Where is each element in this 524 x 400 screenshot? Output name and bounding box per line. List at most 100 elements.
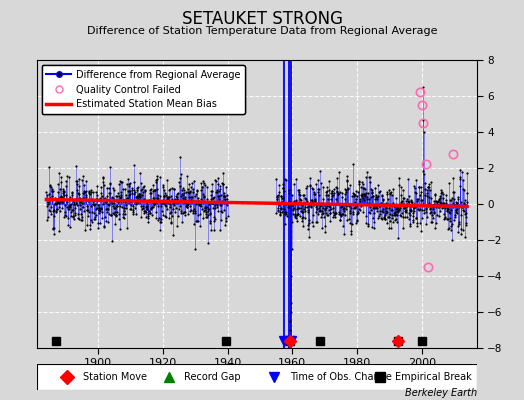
Point	[448, 237, 456, 243]
Point	[374, 182, 382, 188]
Point	[223, 202, 231, 208]
Point	[74, 211, 82, 217]
Point	[82, 188, 90, 194]
Text: Difference of Station Temperature Data from Regional Average: Difference of Station Temperature Data f…	[87, 26, 437, 36]
Point	[343, 216, 352, 223]
Point	[420, 171, 428, 178]
Point	[371, 185, 379, 192]
Point	[335, 208, 344, 215]
Point	[62, 212, 70, 219]
Point	[81, 194, 90, 201]
Point	[197, 196, 205, 202]
Point	[347, 205, 355, 211]
Point	[94, 224, 102, 231]
Point	[174, 190, 182, 196]
Point	[188, 179, 196, 186]
Point	[401, 207, 410, 214]
Point	[92, 195, 100, 202]
Point	[357, 191, 366, 198]
Point	[57, 194, 66, 200]
Point	[401, 204, 409, 210]
Point	[182, 204, 191, 210]
Point	[82, 178, 90, 184]
Point	[108, 210, 117, 216]
Point	[373, 205, 381, 212]
Point	[136, 193, 144, 199]
Point	[439, 199, 447, 206]
Point	[127, 197, 135, 204]
Point	[140, 183, 148, 190]
Point	[366, 178, 375, 185]
Point	[160, 190, 169, 197]
Point	[196, 202, 204, 208]
Point	[43, 195, 51, 201]
Point	[48, 188, 56, 194]
Point	[314, 186, 322, 193]
Point	[118, 179, 126, 186]
Point	[109, 195, 117, 202]
Point	[442, 208, 451, 214]
Point	[70, 216, 78, 222]
Point	[440, 216, 449, 222]
Point	[121, 199, 129, 206]
Point	[417, 228, 425, 234]
Point	[141, 214, 150, 220]
Point	[340, 208, 348, 214]
Point	[176, 203, 184, 210]
Point	[179, 192, 187, 198]
Point	[195, 211, 204, 217]
Point	[373, 196, 381, 202]
Point	[169, 231, 177, 238]
Point	[147, 190, 155, 196]
Point	[313, 202, 321, 208]
Point	[426, 206, 434, 212]
Point	[46, 208, 54, 214]
Point	[91, 216, 99, 222]
Point	[79, 204, 88, 210]
Point	[90, 216, 99, 222]
Point	[179, 190, 188, 196]
Point	[283, 200, 291, 207]
Point	[93, 202, 102, 208]
Point	[346, 228, 355, 235]
Point	[288, 219, 296, 225]
Point	[316, 208, 325, 214]
Point	[118, 204, 126, 210]
Point	[180, 187, 189, 193]
Point	[318, 211, 326, 217]
Point	[82, 207, 91, 213]
Point	[158, 199, 166, 205]
Point	[184, 189, 192, 195]
Point	[383, 189, 391, 195]
Point	[410, 203, 419, 210]
Point	[377, 200, 385, 206]
Point	[122, 202, 130, 208]
Point	[177, 192, 185, 199]
Point	[383, 220, 391, 226]
Point	[396, 201, 405, 208]
Point	[72, 181, 81, 187]
Point	[95, 204, 103, 211]
Point	[346, 181, 354, 188]
Point	[400, 208, 409, 214]
Point	[148, 212, 156, 218]
Point	[44, 201, 52, 207]
Point	[345, 216, 354, 222]
Point	[387, 225, 395, 232]
Point	[67, 209, 75, 216]
Point	[455, 176, 464, 183]
Point	[191, 208, 199, 214]
Point	[72, 178, 80, 185]
Point	[304, 208, 312, 215]
Point	[405, 210, 413, 216]
Point	[107, 238, 116, 244]
Point	[328, 193, 336, 199]
Point	[163, 193, 172, 200]
Point	[89, 197, 97, 203]
Point	[435, 194, 444, 201]
Point	[64, 222, 72, 228]
Point	[101, 214, 109, 220]
Point	[307, 203, 315, 209]
Point	[304, 203, 313, 209]
Point	[422, 205, 431, 211]
